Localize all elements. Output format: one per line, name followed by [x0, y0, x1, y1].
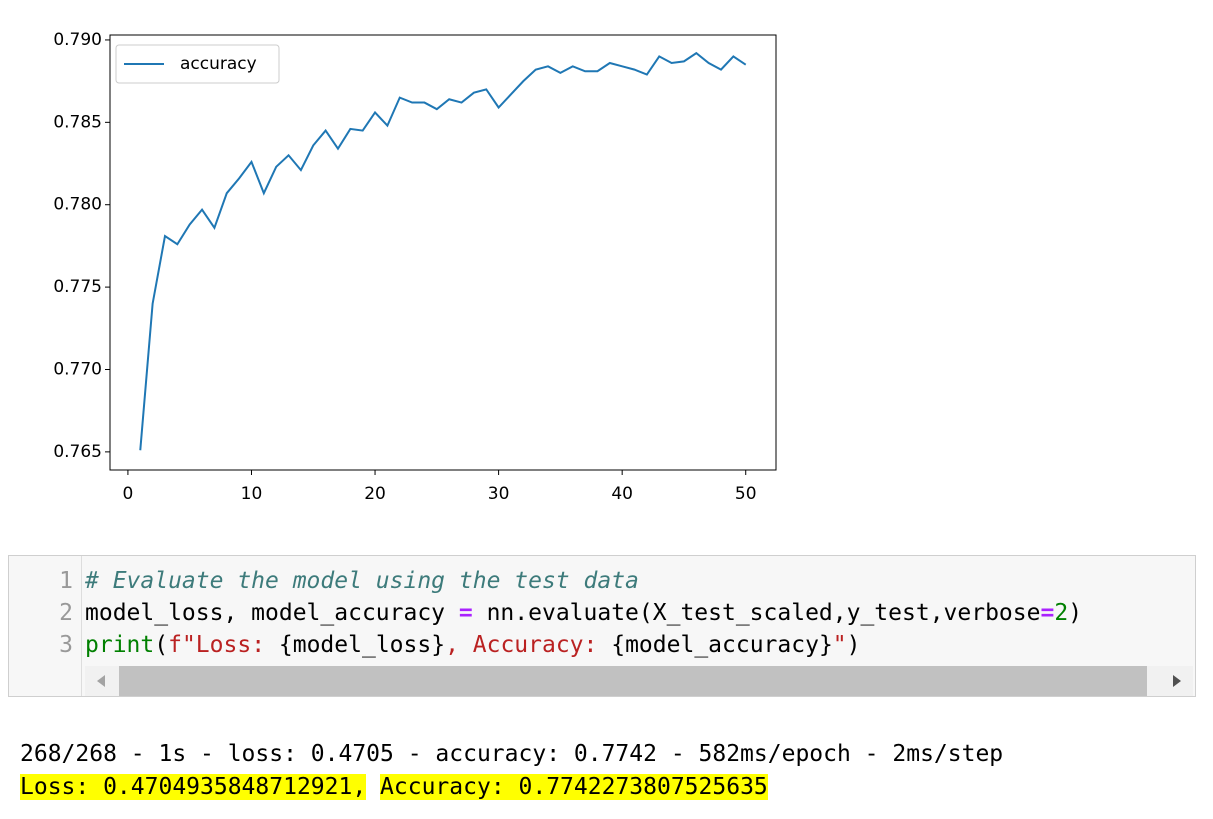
chart: 0.765 0.770 0.775 0.780 0.785 0.790 0 10 20 30 40 5…	[53, 30, 777, 504]
y-tick-label: 0.765	[53, 442, 102, 462]
x-tick-label: 10	[241, 484, 263, 504]
gutter	[9, 556, 82, 696]
y-tick-label: 0.785	[53, 112, 102, 132]
output-line: 268/268 - 1s - loss: 0.4705 - accuracy: …	[20, 741, 1003, 767]
code-line: model_loss, model_accuracy = nn.evaluate…	[85, 600, 1082, 626]
code-cell[interactable]: 1 2 3 # Evaluate the model using the tes…	[8, 555, 1196, 697]
code-text: {model_accuracy}	[611, 632, 833, 658]
line-number: 2	[59, 600, 73, 626]
y-tick-label: 0.775	[53, 277, 102, 297]
scrollbar[interactable]	[85, 666, 1193, 696]
scroll-right[interactable]	[1163, 666, 1193, 696]
operator: =	[458, 600, 473, 626]
x-tick-label: 40	[611, 484, 633, 504]
highlighted-text: Accuracy: 0.7742273807525635	[380, 774, 768, 800]
plot-area	[109, 34, 777, 471]
string: , Accuracy:	[445, 632, 612, 658]
code-text: nn.evaluate(X_test_scaled,y_test,verbose	[472, 600, 1041, 626]
legend-box	[115, 44, 280, 84]
x-tick-label: 0	[123, 484, 134, 504]
y-tick-label: 0.770	[53, 359, 102, 379]
legend-label: accuracy	[180, 54, 257, 74]
number: 2	[1054, 600, 1069, 626]
scroll-left[interactable]	[85, 666, 115, 696]
scroll-thumb[interactable]	[119, 666, 1147, 696]
highlighted-text: Loss: 0.4704935848712921,	[20, 774, 367, 800]
code-line: # Evaluate the model using the test data	[85, 568, 639, 594]
code-text: )	[1068, 600, 1083, 626]
code-text: )	[846, 632, 861, 658]
data-line	[139, 51, 747, 451]
code-text: (	[154, 632, 169, 658]
y-tick-label: 0.790	[53, 30, 102, 50]
x-tick-label: 50	[735, 484, 757, 504]
operator: =	[1040, 600, 1055, 626]
comment: # Evaluate the model using the test data	[85, 568, 639, 594]
line-number: 1	[59, 568, 73, 594]
builtin: print	[85, 632, 155, 658]
x-tick-label: 20	[364, 484, 386, 504]
x-tick-label: 30	[488, 484, 510, 504]
string: f"Loss:	[168, 632, 279, 658]
string: "	[832, 632, 847, 658]
y-tick-label: 0.780	[53, 195, 102, 215]
output-text: 268/268 - 1s - loss: 0.4705 - accuracy: …	[20, 741, 1004, 767]
output-line: Loss: 0.4704935848712921, Accuracy: 0.77…	[20, 774, 768, 800]
code-text: model_loss, model_accuracy	[85, 600, 459, 626]
code-line: print(f"Loss: {model_loss}, Accuracy: {m…	[85, 632, 861, 658]
line-number: 3	[59, 632, 73, 658]
code-text: {model_loss}	[278, 632, 446, 658]
